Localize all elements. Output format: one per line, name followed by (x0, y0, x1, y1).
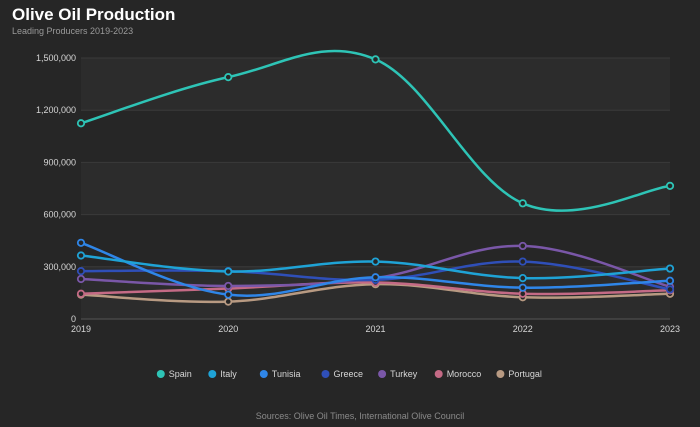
legend-item-italy[interactable]: Italy (208, 369, 237, 379)
series-tunisia[interactable] (76, 238, 675, 299)
data-point-spain[interactable] (665, 181, 675, 190)
legend-label: Morocco (447, 369, 482, 379)
data-point-tunisia[interactable] (518, 283, 527, 292)
data-point-tunisia[interactable] (224, 290, 233, 299)
series-italy[interactable] (76, 251, 675, 283)
legend-label: Greece (334, 369, 364, 379)
legend-item-morocco[interactable]: Morocco (434, 369, 482, 379)
x-tick-label: 2020 (218, 324, 238, 334)
data-point-spain[interactable] (224, 73, 233, 82)
x-tick-label: 2022 (513, 324, 533, 334)
plot-band (81, 58, 670, 111)
legend-label: Portugal (508, 369, 542, 379)
plot-bands (81, 58, 670, 319)
y-tick-label: 1,500,000 (36, 53, 76, 63)
legend-marker (156, 370, 165, 378)
data-point-italy[interactable] (518, 274, 527, 283)
legend-marker (496, 370, 505, 378)
legend-marker (321, 370, 330, 378)
y-tick-label: 0 (71, 314, 76, 324)
legend-marker (208, 370, 217, 378)
legend-label: Tunisia (272, 369, 301, 379)
legend-marker (378, 370, 387, 378)
legend-label: Italy (220, 369, 237, 379)
y-tick-label: 600,000 (43, 210, 76, 220)
series-group (76, 49, 675, 306)
legend-label: Turkey (390, 369, 418, 379)
data-point-italy[interactable] (665, 264, 675, 273)
legend-item-turkey[interactable]: Turkey (378, 369, 418, 379)
chart-subtitle: Leading Producers 2019-2023 (12, 26, 133, 36)
plot-band (81, 162, 670, 215)
data-point-turkey[interactable] (76, 274, 86, 284)
data-point-greece[interactable] (665, 285, 675, 294)
legend-marker (259, 370, 268, 378)
data-point-tunisia[interactable] (371, 273, 380, 282)
data-point-italy[interactable] (371, 257, 380, 266)
y-tick-label: 1,200,000 (36, 105, 76, 115)
x-tick-label: 2021 (365, 324, 385, 334)
x-tick-label: 2023 (660, 324, 680, 334)
data-point-spain[interactable] (371, 55, 380, 64)
data-point-spain[interactable] (518, 199, 527, 208)
x-axis: 2019 2020 2021 2022 2023 (71, 318, 680, 334)
chart-title: Olive Oil Production (12, 5, 175, 24)
y-tick-label: 900,000 (43, 157, 76, 167)
data-point-italy[interactable] (76, 251, 86, 260)
legend-item-portugal[interactable]: Portugal (496, 369, 542, 379)
data-point-greece[interactable] (518, 257, 527, 266)
legend-item-spain[interactable]: Spain (156, 369, 192, 379)
legend-item-greece[interactable]: Greece (321, 369, 364, 379)
data-point-tunisia[interactable] (665, 276, 675, 285)
data-point-turkey[interactable] (224, 281, 233, 291)
series-spain[interactable] (76, 49, 675, 212)
y-axis: 0 300,000 600,000 900,000 1,200,000 1,500,000 (36, 53, 76, 324)
y-tick-label: 300,000 (43, 262, 76, 272)
legend-label: Spain (169, 369, 192, 379)
legend-item-tunisia[interactable]: Tunisia (259, 369, 301, 379)
data-point-tunisia[interactable] (76, 238, 86, 247)
x-tick-label: 2019 (71, 324, 91, 334)
legend-marker (434, 370, 443, 378)
data-point-portugal[interactable] (224, 297, 233, 306)
data-point-morocco[interactable] (76, 289, 86, 298)
plot-band (81, 110, 670, 163)
data-point-italy[interactable] (224, 267, 233, 276)
data-point-turkey[interactable] (518, 241, 527, 251)
legend[interactable]: Spain Italy Tunisia Greece Turkey Morocco Port… (156, 369, 542, 379)
data-point-greece[interactable] (76, 267, 86, 276)
credits: Sources: Olive Oil Times, International … (256, 411, 465, 421)
data-point-spain[interactable] (76, 119, 86, 128)
